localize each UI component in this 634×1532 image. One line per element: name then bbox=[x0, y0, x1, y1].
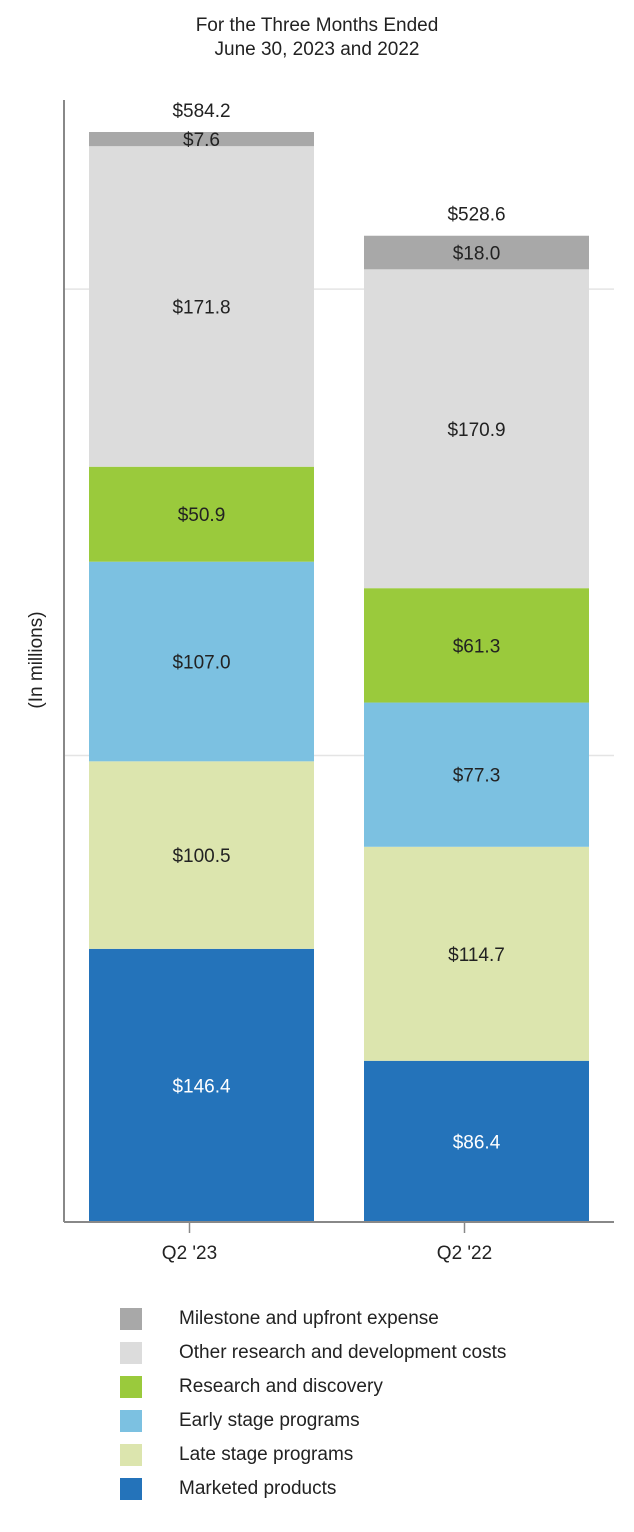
x-tick-label: Q2 '23 bbox=[162, 1243, 217, 1264]
bar-segment-marketed-products-2 bbox=[364, 1060, 589, 1222]
bar-segment-late-stage-programs-2 bbox=[364, 846, 589, 1061]
legend-label: Marketed products bbox=[179, 1478, 337, 1499]
data-label: $114.7 bbox=[448, 945, 505, 966]
data-label: $146.4 bbox=[172, 1076, 231, 1097]
bar-segment-other-research-and-development-costs-1 bbox=[89, 146, 314, 467]
total-label: $528.6 bbox=[447, 205, 505, 226]
legend-item: Other research and development costs bbox=[120, 1336, 506, 1370]
bar-segment-research-and-discovery-2 bbox=[364, 588, 589, 703]
legend-item: Marketed products bbox=[120, 1472, 506, 1506]
y-axis-label: (In millions) bbox=[26, 611, 47, 708]
legend-item: Late stage programs bbox=[120, 1438, 506, 1472]
legend-item: Early stage programs bbox=[120, 1404, 506, 1438]
legend-swatch bbox=[120, 1444, 142, 1466]
bar-segment-early-stage-programs-1 bbox=[89, 561, 314, 762]
legend-swatch bbox=[120, 1410, 142, 1432]
legend-swatch bbox=[120, 1478, 142, 1500]
bar-segment-research-and-discovery-1 bbox=[89, 466, 314, 562]
data-label: $171.8 bbox=[172, 297, 230, 318]
bar-segment-milestone-and-upfront-expense-1 bbox=[89, 132, 314, 147]
legend-label: Late stage programs bbox=[179, 1444, 354, 1465]
stacked-bar-chart: $146.4 $100.5 $107.0 $50.9 $171.8 $7.6 $584.2 Q… bbox=[26, 100, 614, 1264]
chart-legend: Milestone and upfront expense Other resea… bbox=[120, 1302, 506, 1506]
bar-segment-other-research-and-development-costs-2 bbox=[364, 269, 589, 589]
bar-segment-milestone-and-upfront-expense-2 bbox=[364, 235, 589, 270]
data-label: $7.6 bbox=[183, 130, 220, 151]
legend-label: Early stage programs bbox=[179, 1410, 360, 1431]
data-label: $107.0 bbox=[172, 653, 230, 674]
chart-title-block: For the Three Months Ended June 30, 2023… bbox=[0, 14, 634, 62]
legend-label: Other research and development costs bbox=[179, 1342, 507, 1363]
bar-segment-marketed-products-1 bbox=[89, 948, 314, 1222]
legend-swatch bbox=[120, 1342, 142, 1364]
data-label: $170.9 bbox=[447, 420, 505, 441]
chart-title: For the Three Months Ended bbox=[195, 15, 439, 36]
legend-item: Milestone and upfront expense bbox=[120, 1302, 506, 1336]
total-label: $584.2 bbox=[172, 101, 230, 122]
legend-label: Research and discovery bbox=[179, 1376, 383, 1397]
data-label: $61.3 bbox=[453, 636, 501, 657]
legend-swatch bbox=[120, 1308, 142, 1330]
legend-swatch bbox=[120, 1376, 142, 1398]
bar-segment-early-stage-programs-2 bbox=[364, 702, 589, 847]
chart-subtitle: June 30, 2023 and 2022 bbox=[214, 39, 420, 60]
data-label: $100.5 bbox=[172, 846, 230, 867]
legend-label: Milestone and upfront expense bbox=[179, 1308, 439, 1329]
x-tick-label: Q2 '22 bbox=[437, 1243, 492, 1264]
data-label: $86.4 bbox=[453, 1132, 501, 1153]
legend-item: Research and discovery bbox=[120, 1370, 506, 1404]
data-label: $18.0 bbox=[453, 244, 501, 265]
data-label: $50.9 bbox=[178, 505, 226, 526]
data-label: $77.3 bbox=[453, 766, 501, 787]
bar-segment-late-stage-programs-1 bbox=[89, 761, 314, 949]
